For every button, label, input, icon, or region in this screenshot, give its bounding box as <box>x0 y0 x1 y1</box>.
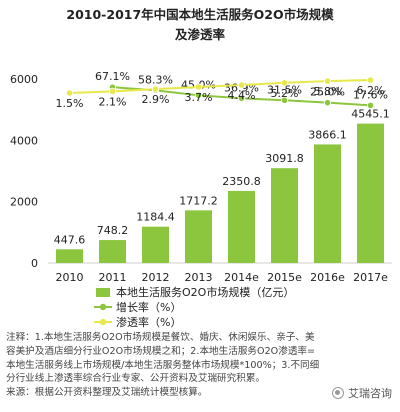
legend-swatch-growth-marker <box>99 303 107 311</box>
penetration-point-1 <box>108 87 117 95</box>
penetration-label-4: 4.4% <box>228 89 256 102</box>
bar-1 <box>99 240 126 263</box>
x-tick-label-0: 2010 <box>56 271 84 284</box>
bar-7 <box>357 123 384 263</box>
footnote: 注释：1.本地生活服务O2O市场规模是餐饮、婚庆、休闲娱乐、亲子、美 容美护及酒… <box>6 331 394 400</box>
penetration-line <box>69 79 371 95</box>
growth-label-7: 17.6% <box>353 88 388 101</box>
bar-series: 447.6 748.2 1184.4 1717.2 2350.8 3091.8 3866.1… <box>54 108 390 263</box>
x-tick-label-3: 2013 <box>185 271 213 284</box>
penetration-point-5 <box>280 79 289 87</box>
note-line-2: 容美护及酒店细分行业O2O市场规模之和；2.本地生活服务O2O渗透率= <box>6 345 316 357</box>
legend-label-bar: 本地生活服务O2O市场规模（亿元） <box>116 285 294 299</box>
chart-title-line1: 2010-2017年中国本地生活服务O2O市场规模 <box>66 7 334 22</box>
legend-swatch-penetration-marker <box>99 318 107 326</box>
bar-label-1: 748.2 <box>97 224 129 237</box>
bar-label-7: 4545.1 <box>351 108 390 121</box>
legend-label-penetration: 渗透率（%） <box>116 315 181 329</box>
y-tick-label-2: 4000 <box>10 134 38 147</box>
penetration-label-6: 5.8% <box>314 85 342 98</box>
bar-3 <box>185 210 212 263</box>
line-series: 67.1%58.3%45.0%36.9%31.5%25.0%17.6%1.5%2… <box>56 70 388 110</box>
x-tick-label-5: 2015e <box>267 271 302 284</box>
note-line-5: 来源：根据公开资料整理及艾瑞统计模型核算。 <box>6 387 208 399</box>
bar-label-3: 1717.2 <box>179 194 218 207</box>
x-tick-label-6: 2016e <box>310 271 345 284</box>
penetration-label-3: 3.7% <box>185 91 213 104</box>
brand-name: 艾瑞咨询 <box>348 387 392 400</box>
y-tick-label-1: 2000 <box>10 196 38 209</box>
bar-2 <box>142 226 169 263</box>
bar-5 <box>271 168 298 263</box>
brand-icon <box>332 387 344 399</box>
bar-label-6: 3866.1 <box>308 128 347 141</box>
bar-0 <box>56 249 83 263</box>
chart-title-line2: 及渗透率 <box>175 27 226 42</box>
brand-logo: 艾瑞咨询 <box>332 385 392 401</box>
penetration-label-7: 6.2% <box>357 84 385 97</box>
x-tick-label-7: 2017e <box>353 271 388 284</box>
note-line-4: 分行业线上渗透率综合行业专家、公开资料及艾瑞研究积累。 <box>6 373 266 385</box>
note-line-3: 本地生活服务线上市场规模/本地生活服务整体市场规模*100%；3.不同细 <box>6 359 320 371</box>
x-tick-label-4: 2014e <box>224 271 259 284</box>
penetration-point-2 <box>151 85 160 93</box>
bar-label-4: 2350.8 <box>222 175 261 188</box>
bar-label-5: 3091.8 <box>265 152 304 165</box>
growth-point-5 <box>280 96 289 104</box>
penetration-point-3 <box>194 83 203 91</box>
legend-swatch-bar <box>96 288 110 297</box>
growth-label-6: 25.0% <box>310 86 345 99</box>
bar-4 <box>228 190 255 263</box>
penetration-point-0 <box>65 89 74 97</box>
penetration-label-0: 1.5% <box>56 97 84 110</box>
legend: 本地生活服务O2O市场规模（亿元）增长率（%）渗透率（%） <box>94 285 294 329</box>
growth-label-2: 58.3% <box>138 73 173 86</box>
growth-point-7 <box>366 101 375 109</box>
penetration-label-5: 5.2% <box>271 87 299 100</box>
penetration-point-7 <box>366 76 375 84</box>
bar-6 <box>314 144 341 263</box>
y-tick-label-0: 0 <box>31 257 38 270</box>
growth-label-5: 31.5% <box>267 83 302 96</box>
y-tick-label-3: 6000 <box>10 73 38 86</box>
chart: 2010-2017年中国本地生活服务O2O市场规模 及渗透率 0 2000 4000… <box>10 7 392 329</box>
penetration-point-6 <box>323 77 332 85</box>
note-line-1: 注释：1.本地生活服务O2O市场规模是餐饮、婚庆、休闲娱乐、亲子、美 <box>6 332 315 343</box>
bar-label-0: 447.6 <box>54 233 86 246</box>
penetration-point-4 <box>237 81 246 89</box>
x-tick-label-1: 2011 <box>99 271 127 284</box>
growth-point-3 <box>194 91 203 99</box>
growth-point-6 <box>323 99 332 107</box>
growth-point-4 <box>237 94 246 102</box>
growth-label-1: 67.1% <box>95 70 130 83</box>
legend-label-growth: 增长率（%） <box>116 300 181 314</box>
penetration-label-2: 2.9% <box>142 93 170 106</box>
x-tick-label-2: 2012 <box>142 271 170 284</box>
penetration-label-1: 2.1% <box>99 95 127 108</box>
bar-label-2: 1184.4 <box>136 211 175 224</box>
